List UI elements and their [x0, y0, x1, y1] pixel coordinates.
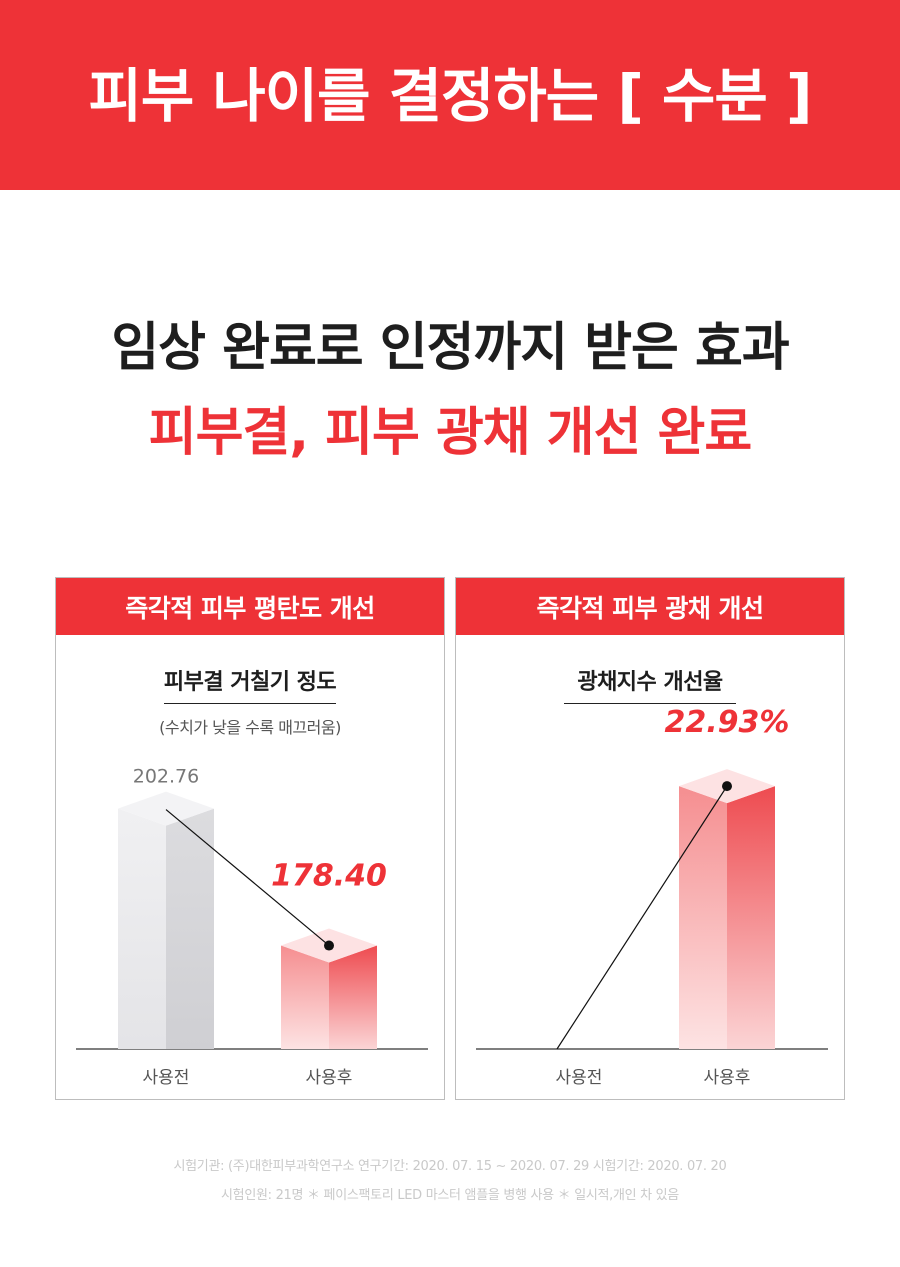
data-label: 22.93% [665, 705, 790, 740]
chart-note: (수치가 낮을 수록 매끄러움) [159, 718, 341, 737]
trend-dot [722, 781, 732, 792]
bar-face-right [166, 808, 214, 1049]
chart-title: 광채지수 개선율 [577, 670, 723, 695]
trend-line [556, 785, 728, 1050]
bar-face-left [281, 945, 329, 1049]
bar-before [118, 791, 214, 1049]
trend-dot [324, 940, 334, 951]
chart-panel-radiance: 즉각적 피부 광채 개선 광채지수 개선율 사용전 사용후 22.93% [455, 577, 845, 1100]
bar-face-right [727, 786, 775, 1049]
chart-title: 피부결 거칠기 정도 [163, 670, 337, 695]
category-label: 사용전 [143, 1068, 190, 1088]
bar-after [679, 769, 775, 1049]
footer-test-note: 시험인원: 21명 ＊ 페이스팩토리 LED 마스터 앰플을 병행 사용 ＊ 일… [221, 1188, 679, 1203]
header-banner: 피부 나이를 결정하는 [ 수분 ] [0, 0, 900, 190]
category-label: 사용후 [704, 1068, 751, 1088]
data-label: 178.40 [271, 859, 387, 894]
panel-header: 즉각적 피부 평탄도 개선 [56, 578, 444, 635]
panel-header: 즉각적 피부 광채 개선 [456, 578, 844, 635]
headline-line1: 임상 완료로 인정까지 받은 효과 [111, 318, 789, 378]
header-title: 피부 나이를 결정하는 [ 수분 ] [88, 62, 813, 130]
data-label: 202.76 [133, 766, 199, 788]
category-label: 사용후 [306, 1068, 353, 1088]
title-underline [564, 703, 736, 704]
category-label: 사용전 [556, 1068, 603, 1088]
chart-panel-texture: 즉각적 피부 평탄도 개선 피부결 거칠기 정도 (수치가 낮을 수록 매끄러움… [55, 577, 445, 1100]
bar-chart-radiance: 사용전 사용후 22.93% [476, 705, 828, 1088]
trend-line [165, 809, 330, 947]
bar-cap [118, 791, 214, 826]
bar-face-left [118, 808, 166, 1049]
bar-chart-texture: 사용전 202.76 사용후 178.40 [76, 766, 428, 1088]
title-underline [164, 703, 336, 704]
bar-face-right [329, 945, 377, 1049]
headline-line2: 피부결, 피부 광채 개선 완료 [148, 403, 752, 463]
footer-test-info: 시험기관: (주)대한피부과학연구소 연구기간: 2020. 07. 15 ~ … [173, 1159, 727, 1174]
bar-face-left [679, 786, 727, 1049]
